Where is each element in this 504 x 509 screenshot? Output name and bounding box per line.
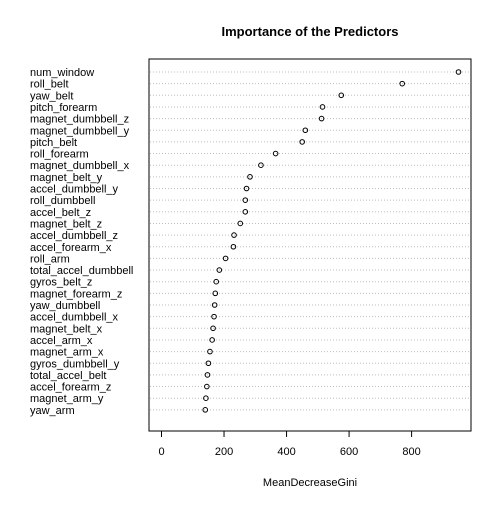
x-tick-label: 0 (158, 446, 164, 458)
chart-title: Importance of the Predictors (222, 24, 399, 39)
category-label: magnet_belt_x (30, 323, 103, 335)
category-label: accel_arm_x (30, 335, 93, 347)
category-label: num_window (30, 67, 94, 79)
data-point (272, 150, 279, 157)
data-point (318, 115, 325, 122)
data-point (302, 127, 309, 134)
data-point (204, 383, 210, 390)
category-label: magnet_arm_x (30, 347, 104, 359)
data-point (209, 337, 215, 343)
category-label: total_accel_dumbbell (30, 265, 133, 277)
x-tick-label: 400 (277, 446, 295, 458)
category-label: accel_dumbbell_z (30, 230, 118, 242)
category-label: magnet_dumbbell_x (30, 160, 130, 172)
data-point (216, 267, 223, 273)
category-label: accel_forearm_x (30, 242, 112, 254)
data-point (213, 278, 220, 285)
data-point (242, 209, 249, 215)
category-label: roll_forearm (30, 149, 89, 161)
data-point (258, 162, 264, 168)
category-label: gyros_dumbbell_y (30, 358, 120, 370)
category-label: magnet_forearm_z (30, 288, 122, 300)
category-label: magnet_dumbbell_y (30, 125, 130, 137)
data-points (202, 69, 462, 413)
data-point (212, 290, 219, 297)
data-point (202, 407, 209, 413)
category-labels: num_windowroll_beltyaw_beltpitch_forearm… (30, 67, 133, 417)
category-label: yaw_belt (30, 90, 73, 102)
category-label: total_accel_belt (30, 370, 106, 382)
category-label: magnet_dumbbell_z (30, 114, 129, 126)
category-label: yaw_arm (30, 405, 75, 417)
data-point (207, 348, 213, 355)
category-label: roll_dumbbell (30, 195, 95, 207)
data-point (455, 69, 462, 75)
data-point (211, 302, 218, 308)
data-point (319, 104, 326, 110)
data-point (237, 220, 244, 227)
data-point (210, 325, 216, 332)
category-label: pitch_belt (30, 137, 77, 149)
category-label: pitch_forearm (30, 102, 97, 114)
data-point (230, 243, 237, 250)
x-axis: 0 200 400 600 800 (158, 430, 421, 458)
data-point (205, 360, 212, 367)
x-tick-label: 800 (402, 446, 420, 458)
category-label: magnet_belt_z (30, 218, 102, 230)
x-tick-label: 200 (215, 446, 233, 458)
data-point (211, 313, 217, 320)
data-point (338, 92, 345, 99)
data-point (222, 255, 229, 262)
category-label: yaw_dumbbell (30, 300, 100, 312)
data-point (204, 372, 211, 378)
data-point (247, 174, 253, 180)
data-point (243, 185, 250, 192)
category-label: magnet_arm_y (30, 393, 104, 405)
category-label: magnet_belt_y (30, 172, 103, 184)
category-label: roll_arm (30, 253, 70, 265)
category-label: roll_belt (30, 79, 69, 91)
x-axis-label: MeanDecreaseGini (263, 477, 357, 489)
data-point (242, 197, 249, 203)
data-point (231, 232, 237, 238)
category-label: accel_dumbbell_x (30, 312, 119, 324)
data-point (299, 139, 305, 145)
category-label: accel_dumbbell_y (30, 184, 119, 196)
grid-lines (150, 71, 470, 411)
category-label: accel_belt_z (30, 207, 91, 219)
data-point (399, 80, 406, 87)
x-tick-label: 600 (340, 446, 358, 458)
category-label: accel_forearm_z (30, 382, 111, 394)
category-label: gyros_belt_z (30, 277, 92, 289)
data-point (203, 395, 209, 402)
